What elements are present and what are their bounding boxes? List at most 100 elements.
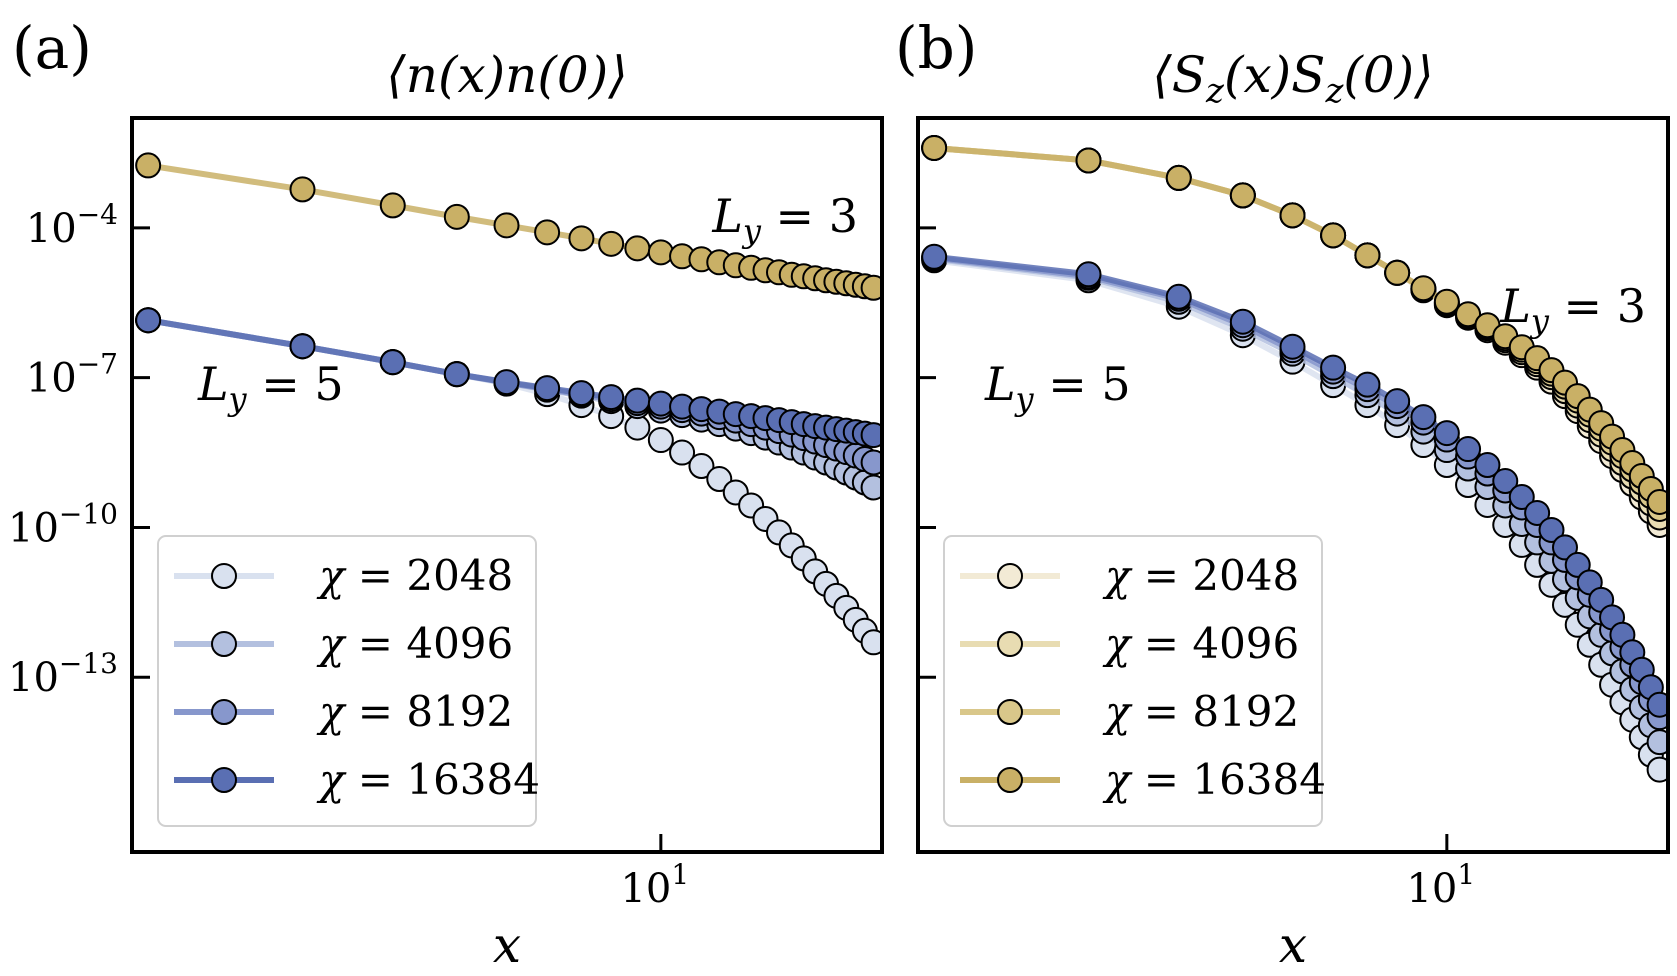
plot-frame bbox=[130, 116, 884, 854]
y-tick-label: 10−10 bbox=[8, 497, 118, 551]
data-point bbox=[568, 225, 595, 252]
data-point bbox=[289, 333, 316, 360]
data-point bbox=[135, 152, 162, 179]
data-point bbox=[1384, 259, 1411, 286]
legend-label: χ = 8192 bbox=[316, 687, 513, 736]
data-point bbox=[1492, 468, 1519, 495]
data-point bbox=[1165, 283, 1192, 310]
data-point bbox=[1538, 516, 1565, 543]
data-point bbox=[1524, 499, 1551, 526]
data-point bbox=[624, 414, 651, 441]
data-area bbox=[135, 152, 882, 656]
data-point bbox=[860, 274, 882, 301]
data-point bbox=[493, 369, 520, 396]
legend-marker bbox=[211, 767, 237, 793]
legend-marker bbox=[211, 699, 237, 725]
legend-label: χ = 8192 bbox=[1102, 687, 1299, 736]
legend-label: χ = 16384 bbox=[1102, 755, 1326, 804]
ly-annotation: Ly = 3 bbox=[711, 189, 858, 250]
data-point bbox=[568, 380, 595, 407]
data-point bbox=[1075, 147, 1102, 174]
chart-title: ⟨Sz(x)Sz(0)⟩ bbox=[1152, 46, 1433, 111]
series bbox=[135, 152, 882, 301]
data-point bbox=[624, 387, 651, 414]
chart-title: ⟨n(x)n(0)⟩ bbox=[386, 46, 627, 104]
data-point bbox=[1508, 483, 1535, 510]
data-point bbox=[647, 390, 674, 417]
data-point bbox=[1279, 333, 1306, 360]
x-axis-label: x bbox=[493, 916, 521, 974]
data-point bbox=[598, 384, 625, 411]
data-point bbox=[1455, 301, 1482, 328]
legend-marker bbox=[211, 631, 237, 657]
data-point bbox=[647, 239, 674, 266]
ly-annotation: Ly = 3 bbox=[1499, 279, 1646, 340]
data-point bbox=[534, 375, 561, 402]
data-point bbox=[1279, 202, 1306, 229]
plot-frame bbox=[916, 116, 1670, 854]
ly-annotation: Ly = 5 bbox=[197, 357, 344, 418]
series bbox=[921, 134, 1668, 515]
data-point bbox=[669, 439, 696, 466]
data-point bbox=[1646, 488, 1668, 515]
data-point bbox=[443, 203, 470, 230]
data-point bbox=[1410, 404, 1437, 431]
legend-marker bbox=[997, 563, 1023, 589]
data-point bbox=[1433, 288, 1460, 315]
data-area bbox=[921, 134, 1668, 783]
y-tick-label: 10−4 bbox=[26, 198, 118, 252]
legend: χ = 2048 χ = 4096 χ = 8192 χ = 16384 bbox=[943, 535, 1326, 827]
series bbox=[135, 307, 882, 449]
series bbox=[921, 243, 1668, 718]
data-point bbox=[860, 422, 882, 449]
legend-label: χ = 16384 bbox=[316, 755, 540, 804]
panel-a: (a) ⟨n(x)n(0)⟩ 10−4 10−7 10−10 10−13 101 x Ly = … bbox=[8, 14, 884, 974]
data-point bbox=[1354, 242, 1381, 269]
ly-annotation: Ly = 5 bbox=[984, 357, 1131, 418]
legend-marker bbox=[211, 563, 237, 589]
data-point bbox=[1474, 452, 1501, 479]
y-tick-label: 10−7 bbox=[26, 348, 118, 402]
data-point bbox=[1384, 388, 1411, 415]
data-point bbox=[1410, 275, 1437, 302]
data-point bbox=[647, 427, 674, 454]
legend-box bbox=[157, 535, 537, 827]
legend-marker bbox=[997, 631, 1023, 657]
data-point bbox=[1320, 354, 1347, 381]
data-point bbox=[1229, 182, 1256, 209]
data-point bbox=[1165, 164, 1192, 191]
legend-box bbox=[943, 535, 1323, 827]
data-point bbox=[534, 219, 561, 246]
legend-label: χ = 4096 bbox=[316, 619, 513, 668]
data-point bbox=[1433, 420, 1460, 447]
x-tick-label: 101 bbox=[620, 858, 689, 912]
legend-label: χ = 2048 bbox=[316, 551, 513, 600]
data-point bbox=[860, 629, 882, 656]
x-tick-label: 101 bbox=[1406, 858, 1475, 912]
data-point bbox=[624, 235, 651, 262]
data-point bbox=[860, 449, 882, 476]
data-point bbox=[289, 176, 316, 203]
legend: χ = 2048 χ = 4096 χ = 8192 χ = 16384 bbox=[157, 535, 540, 827]
data-point bbox=[135, 307, 162, 334]
data-point bbox=[921, 134, 948, 161]
data-point bbox=[1320, 222, 1347, 249]
data-point bbox=[1075, 261, 1102, 288]
x-axis-label: x bbox=[1279, 916, 1307, 974]
panel-label: (a) bbox=[12, 14, 92, 82]
y-tick-label: 10−13 bbox=[8, 647, 118, 701]
data-point bbox=[493, 212, 520, 239]
data-point bbox=[1455, 436, 1482, 463]
panel-label: (b) bbox=[895, 14, 977, 82]
legend-label: χ = 4096 bbox=[1102, 619, 1299, 668]
data-point bbox=[1646, 756, 1668, 783]
data-point bbox=[443, 361, 470, 388]
data-point bbox=[688, 453, 715, 480]
data-point bbox=[1551, 534, 1578, 561]
legend-marker bbox=[997, 699, 1023, 725]
legend-label: χ = 2048 bbox=[1102, 551, 1299, 600]
data-point bbox=[379, 349, 406, 376]
data-point bbox=[921, 243, 948, 270]
